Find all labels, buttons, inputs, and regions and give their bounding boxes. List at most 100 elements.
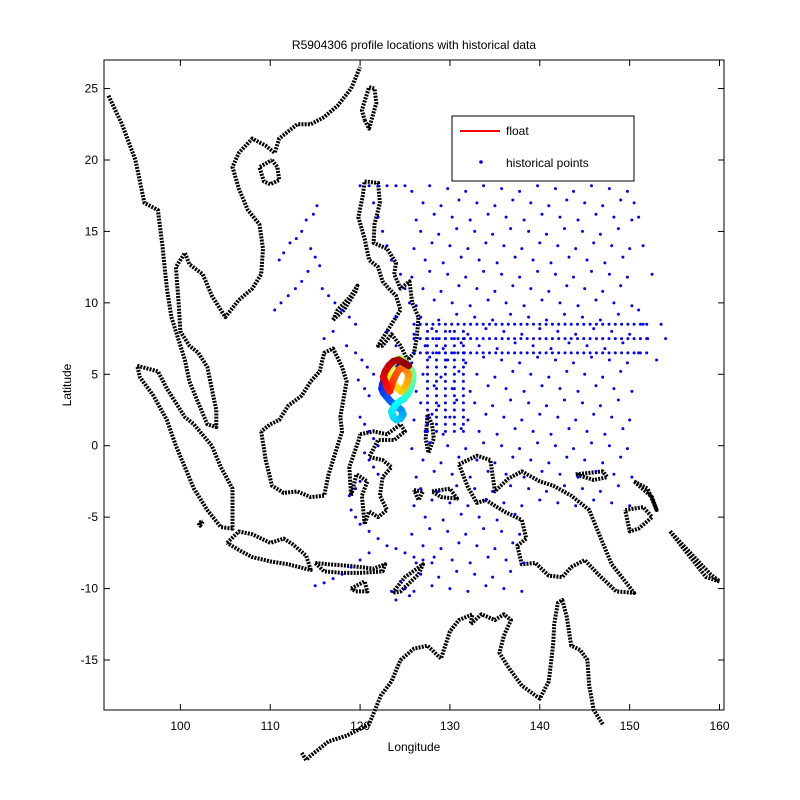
historical-point bbox=[443, 379, 447, 383]
historical-point bbox=[273, 308, 277, 312]
historical-point bbox=[450, 472, 454, 476]
historical-point bbox=[576, 218, 580, 222]
historical-point bbox=[621, 341, 625, 345]
historical-point bbox=[513, 322, 517, 326]
historical-point bbox=[641, 322, 645, 326]
historical-point bbox=[509, 484, 513, 488]
historical-point bbox=[613, 351, 617, 355]
historical-point bbox=[452, 415, 456, 419]
historical-point bbox=[632, 351, 636, 355]
historical-point bbox=[484, 498, 488, 502]
historical-point bbox=[603, 347, 607, 351]
historical-point bbox=[456, 351, 460, 355]
historical-point bbox=[367, 429, 371, 433]
historical-point bbox=[455, 569, 459, 573]
historical-point bbox=[435, 379, 438, 383]
historical-point bbox=[412, 351, 416, 355]
historical-point bbox=[469, 337, 473, 341]
float-trajectory-layer bbox=[378, 355, 417, 424]
historical-point bbox=[511, 455, 515, 459]
historical-point bbox=[322, 337, 326, 341]
historical-point bbox=[569, 322, 573, 326]
historical-point bbox=[432, 384, 436, 388]
historical-point bbox=[550, 322, 554, 326]
historical-point bbox=[637, 215, 641, 219]
historical-point bbox=[504, 387, 508, 391]
historical-point bbox=[484, 241, 488, 245]
historical-point bbox=[532, 322, 535, 326]
historical-point bbox=[475, 337, 479, 341]
historical-point bbox=[491, 404, 495, 408]
historical-point bbox=[448, 415, 452, 419]
historical-point bbox=[544, 351, 548, 355]
historical-point bbox=[500, 351, 504, 355]
historical-point bbox=[650, 272, 654, 276]
historical-point bbox=[610, 501, 614, 505]
historical-point bbox=[538, 351, 542, 355]
historical-point bbox=[549, 347, 553, 351]
historical-point bbox=[425, 322, 429, 326]
historical-point bbox=[588, 351, 592, 355]
legend-float-label: float bbox=[506, 124, 529, 138]
historical-point bbox=[277, 258, 281, 262]
historical-point bbox=[340, 572, 344, 576]
historical-point bbox=[468, 304, 472, 308]
historical-point bbox=[293, 287, 297, 291]
historical-point bbox=[452, 344, 456, 348]
historical-point bbox=[354, 515, 358, 519]
historical-point bbox=[538, 241, 542, 245]
historical-point bbox=[536, 355, 540, 359]
historical-point bbox=[590, 355, 593, 359]
historical-point bbox=[410, 275, 414, 279]
historical-point bbox=[518, 532, 522, 536]
historical-point bbox=[426, 372, 429, 376]
historical-point bbox=[632, 201, 636, 205]
historical-point bbox=[443, 351, 447, 355]
historical-point bbox=[529, 458, 533, 462]
historical-point bbox=[464, 447, 468, 451]
historical-point bbox=[435, 372, 438, 376]
historical-point bbox=[439, 289, 443, 293]
historical-point bbox=[448, 329, 452, 333]
historical-point bbox=[475, 351, 479, 355]
historical-point bbox=[390, 258, 393, 262]
historical-point bbox=[426, 344, 429, 348]
historical-point bbox=[477, 429, 481, 433]
historical-point bbox=[457, 198, 461, 202]
historical-point bbox=[576, 475, 580, 479]
chart-title: R5904306 profile locations with historic… bbox=[292, 38, 536, 52]
historical-point bbox=[547, 289, 551, 293]
historical-point bbox=[574, 332, 578, 336]
historical-point bbox=[527, 229, 531, 233]
historical-point bbox=[494, 322, 498, 326]
historical-point bbox=[518, 189, 522, 193]
historical-point bbox=[574, 418, 578, 422]
historical-point bbox=[592, 327, 596, 331]
historical-point bbox=[626, 351, 630, 355]
historical-point bbox=[486, 555, 490, 559]
x-tick-label: 160 bbox=[709, 719, 729, 733]
x-tick-label: 140 bbox=[530, 719, 550, 733]
historical-point bbox=[601, 289, 605, 293]
historical-point bbox=[288, 241, 292, 245]
historical-point bbox=[625, 447, 629, 451]
historical-point bbox=[469, 351, 473, 355]
historical-point bbox=[437, 489, 441, 493]
historical-point bbox=[385, 544, 389, 548]
historical-point bbox=[414, 389, 418, 393]
historical-point bbox=[556, 415, 560, 419]
historical-point bbox=[457, 455, 461, 459]
historical-point bbox=[594, 322, 598, 326]
historical-point bbox=[430, 561, 434, 565]
historical-point bbox=[581, 401, 584, 405]
historical-point bbox=[576, 304, 580, 308]
historical-point bbox=[443, 358, 447, 362]
historical-point bbox=[590, 184, 593, 188]
historical-point bbox=[616, 484, 620, 488]
historical-point bbox=[418, 337, 422, 341]
historical-point bbox=[494, 337, 498, 341]
historical-point bbox=[475, 201, 479, 205]
historical-point bbox=[509, 312, 513, 316]
historical-point bbox=[452, 429, 456, 433]
historical-point bbox=[532, 351, 535, 355]
